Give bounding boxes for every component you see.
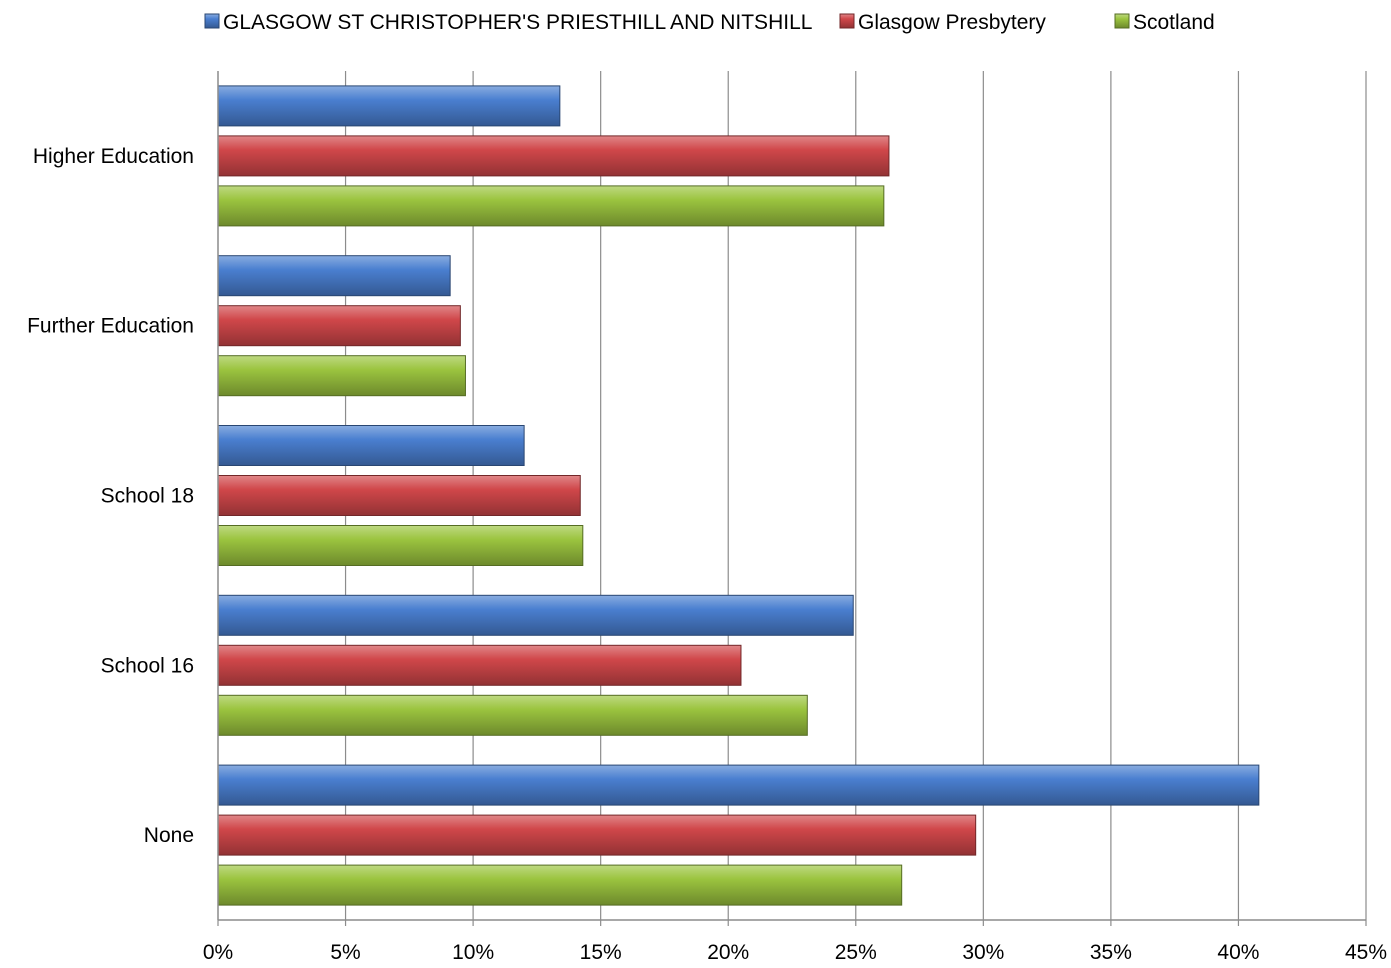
legend-label: GLASGOW ST CHRISTOPHER'S PRIESTHILL AND … (223, 11, 812, 34)
category-label: School 16 (101, 654, 194, 677)
bar-school-18-series-1 (217, 425, 525, 466)
legend-label: Scotland (1133, 11, 1215, 34)
bar-school-18-series-2 (217, 475, 581, 516)
bar-school-16-series-1 (217, 594, 854, 636)
bar-none-series-1 (217, 764, 1260, 806)
bar-school-18-series-3 (217, 525, 584, 566)
category-label: Further Education (27, 315, 194, 338)
bar-further-education-series-3 (217, 355, 466, 397)
x-tick-label: 10% (452, 941, 494, 963)
legend-swatch (839, 13, 855, 29)
x-tick-label: 25% (835, 941, 877, 963)
category-label: School 18 (101, 485, 194, 508)
x-tick-label: 20% (707, 941, 749, 963)
bar-higher-education-series-1 (217, 85, 561, 127)
x-tick-label: 30% (962, 941, 1004, 963)
legend: GLASGOW ST CHRISTOPHER'S PRIESTHILL AND … (204, 11, 1215, 34)
x-tick-label: 35% (1090, 941, 1132, 963)
legend-swatch (1114, 13, 1130, 29)
bar-none-series-2 (217, 814, 977, 856)
bar-higher-education-series-3 (217, 185, 885, 227)
bars (217, 85, 1260, 906)
category-label: None (144, 824, 194, 847)
axes: 0% 5% 10% 15% 20% 25% 30% 35% 40% 45% Higher Educa… (27, 71, 1387, 964)
x-tick-label: 40% (1217, 941, 1259, 963)
x-tick-label: 0% (203, 941, 233, 963)
legend-swatch (204, 13, 220, 29)
x-tick-label: 45% (1345, 941, 1387, 963)
x-tick-label: 15% (580, 941, 622, 963)
bar-none-series-3 (217, 864, 903, 906)
x-tick-label: 5% (330, 941, 360, 963)
bar-further-education-series-2 (217, 305, 461, 347)
category-label: Higher Education (33, 145, 194, 168)
bar-higher-education-series-2 (217, 135, 890, 177)
bar-school-16-series-3 (217, 694, 808, 736)
bar-school-16-series-2 (217, 644, 742, 686)
legend-label: Glasgow Presbytery (858, 11, 1046, 34)
bar-further-education-series-1 (217, 255, 451, 297)
